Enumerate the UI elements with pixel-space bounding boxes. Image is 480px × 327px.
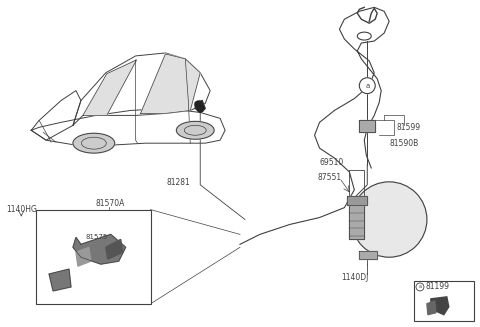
Polygon shape [73, 234, 126, 264]
Text: a: a [365, 83, 370, 89]
Text: 1140HG: 1140HG [6, 205, 37, 214]
Ellipse shape [73, 133, 115, 153]
Polygon shape [49, 269, 71, 291]
Polygon shape [360, 120, 375, 132]
Polygon shape [360, 251, 377, 259]
Bar [414, 281, 474, 321]
Text: 1140DJ: 1140DJ [341, 272, 369, 282]
Polygon shape [349, 200, 364, 239]
Text: 81590B: 81590B [389, 139, 419, 148]
Polygon shape [31, 91, 81, 140]
Text: a: a [419, 284, 421, 289]
Polygon shape [31, 109, 225, 145]
Text: 81281: 81281 [166, 179, 190, 187]
Polygon shape [427, 301, 436, 315]
Text: 81570A: 81570A [96, 199, 125, 208]
Polygon shape [73, 53, 210, 125]
Polygon shape [348, 196, 367, 205]
Bar [36, 210, 151, 304]
Polygon shape [141, 54, 200, 113]
Polygon shape [106, 239, 123, 259]
Ellipse shape [176, 121, 214, 139]
Polygon shape [83, 60, 137, 115]
Text: 81275: 81275 [36, 294, 60, 303]
Circle shape [360, 78, 375, 94]
Polygon shape [431, 297, 449, 315]
Text: 81599: 81599 [396, 123, 420, 132]
Circle shape [416, 283, 424, 291]
Text: 87551: 87551 [318, 173, 342, 182]
Text: 81199: 81199 [426, 283, 450, 291]
Polygon shape [76, 247, 91, 266]
Polygon shape [195, 100, 205, 112]
Text: 81575: 81575 [86, 234, 108, 240]
Circle shape [351, 182, 427, 257]
Text: 69510: 69510 [320, 158, 344, 166]
